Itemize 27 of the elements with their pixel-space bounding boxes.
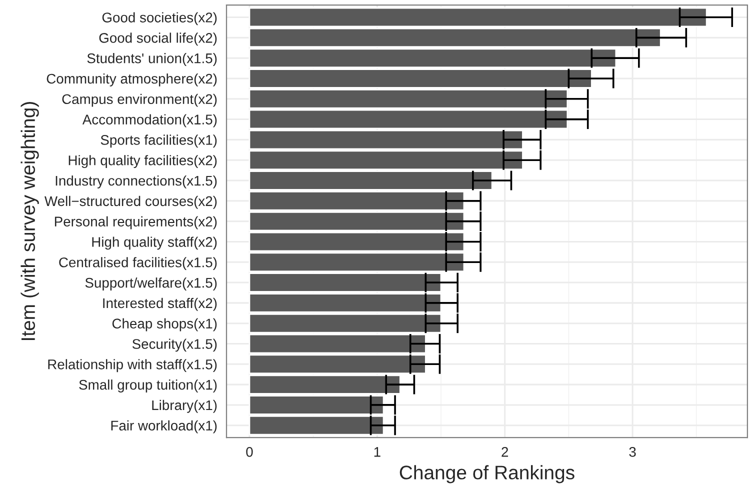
y-tick-label: Cheap shops(x1)	[112, 318, 217, 332]
y-tick-label: Good social life(x2)	[99, 32, 217, 46]
x-tick-label: 1	[374, 447, 380, 457]
y-tick-label: High quality facilities(x2)	[68, 155, 217, 168]
x-tick-label: 3	[629, 447, 636, 457]
y-tick-label: Interested staff(x2)	[103, 298, 217, 311]
y-tick-label: Support/welfare(x1.5)	[85, 278, 217, 290]
y-tick-label: Accommodation(x1.5)	[82, 114, 217, 128]
y-tick-label: Fair workload(x1)	[111, 420, 217, 434]
y-tick-label: Security(x1.5)	[132, 338, 217, 352]
y-tick-label: Campus environment(x2)	[62, 94, 217, 107]
y-tick-label: Sports facilities(x1)	[100, 134, 217, 148]
y-tick-label: Centralised facilities(x1.5)	[59, 257, 217, 270]
y-tick-label: Students' union(x1.5)	[87, 53, 217, 66]
y-tick-label: Small group tuition(x1)	[79, 380, 217, 392]
y-axis-title: Item (with survey weighting)	[20, 102, 39, 340]
y-tick-label: Personal requirements(x2)	[54, 216, 217, 230]
x-tick-label: 0	[246, 447, 253, 457]
y-tick-label: Relationship with staff(x1.5)	[48, 359, 217, 372]
y-tick-label: High quality staff(x2)	[92, 236, 217, 250]
x-axis-title: Change of Rankings	[400, 465, 574, 484]
y-tick-label: Library(x1)	[152, 400, 217, 413]
y-tick-label: Well−structured courses(x2)	[44, 196, 217, 209]
y-tick-label: Good societies(x2)	[102, 12, 217, 26]
y-tick-label: Industry connections(x1.5)	[56, 175, 217, 188]
y-tick-label: Community atmosphere(x2)	[46, 73, 217, 86]
x-tick-label: 2	[502, 447, 508, 457]
